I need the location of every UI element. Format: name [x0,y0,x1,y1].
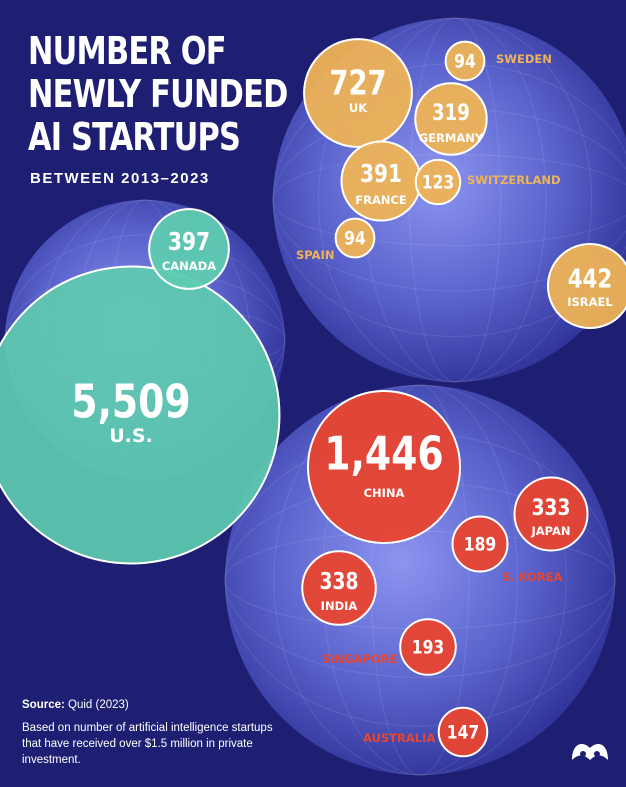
bubble-circle [414,82,488,156]
chart-subtitle: BETWEEN 2013–2023 [30,170,210,187]
bubble-value: 1,446 [324,427,443,481]
bubble-label: SWEDEN [496,52,552,66]
bubble-sweden: 94 SWEDEN [444,40,552,82]
bubble-label: CHINA [364,486,405,500]
bubble-label: ISRAEL [567,295,613,309]
bubble-value: 193 [412,637,445,659]
bubble-label: S. KOREA [502,570,563,584]
bubble-label: U.S. [109,425,153,447]
bubble-value: 94 [454,51,476,73]
bubble-label: FRANCE [355,193,407,207]
bubble-value: 442 [568,263,613,294]
bubble-value: 397 [168,228,210,256]
bubble-value: 147 [447,722,480,744]
bubble-value: 5,509 [71,375,190,429]
bubble-label: UK [349,101,368,115]
title-line: NEWLY FUNDED [28,72,288,116]
bubble-label: SPAIN [296,248,334,262]
bubble-label: AUSTRALIA [363,731,435,745]
bubble-label: GERMANY [419,131,484,145]
bubble-value: 727 [329,65,386,103]
bubble-circle [399,618,457,676]
bubble-switzerland: 123 SWITZERLAND [414,158,561,206]
bubble-china: 1,446 CHINA [306,389,462,545]
bubble-circle [306,389,462,545]
source-value: Quid (2023) [64,699,129,711]
bubble-australia: 147 AUSTRALIA [363,706,489,758]
bubble-circle [334,217,376,259]
bubble-value: 319 [432,99,470,125]
bubble-singapore: 193 SINGAPORE [322,618,457,676]
bubble-france: 391 FRANCE [340,140,422,222]
title-line: AI STARTUPS [28,115,241,159]
bubble-circle [437,706,489,758]
bubble-label: JAPAN [530,524,570,538]
bubble-s-korea: 189 S. KOREA [451,515,563,584]
bubble-germany: 319 GERMANY [414,82,488,156]
bubble-circle [148,208,230,290]
bubble-value: 123 [422,172,455,194]
methodology-note: Based on number of artificial intelligen… [22,722,273,766]
bubble-circle [513,476,589,552]
bubble-circle [0,265,281,565]
bubble-circle [301,550,377,626]
bubble-circle [546,242,626,330]
bubble-circle [444,40,486,82]
bubble-circle [303,38,413,148]
bubble-circle [451,515,509,573]
bubble-japan: 333 JAPAN [513,476,589,552]
bubble-value: 391 [360,160,402,188]
chart-title: NUMBER OF NEWLY FUNDED AI STARTUPS [28,29,288,159]
source-line: Source: Quid (2023) [22,699,129,711]
bubble-label: INDIA [321,599,358,613]
bubble-label: SINGAPORE [322,652,398,666]
bubble-circle [414,158,462,206]
bubble-value: 338 [320,568,359,594]
bubble-india: 338 INDIA [301,550,377,626]
bubble-label: CANADA [162,259,216,273]
bubble-value: 94 [344,228,366,250]
bubble-spain: 94 SPAIN [296,217,376,262]
source-label: Source: [22,699,65,711]
bubble-canada: 397 CANADA [148,208,230,290]
bubble-value: 189 [464,534,497,556]
bubble-label: SWITZERLAND [467,173,561,187]
brand-logo [572,744,608,760]
bubble-value: 333 [532,494,571,520]
title-line: NUMBER OF [28,29,227,73]
